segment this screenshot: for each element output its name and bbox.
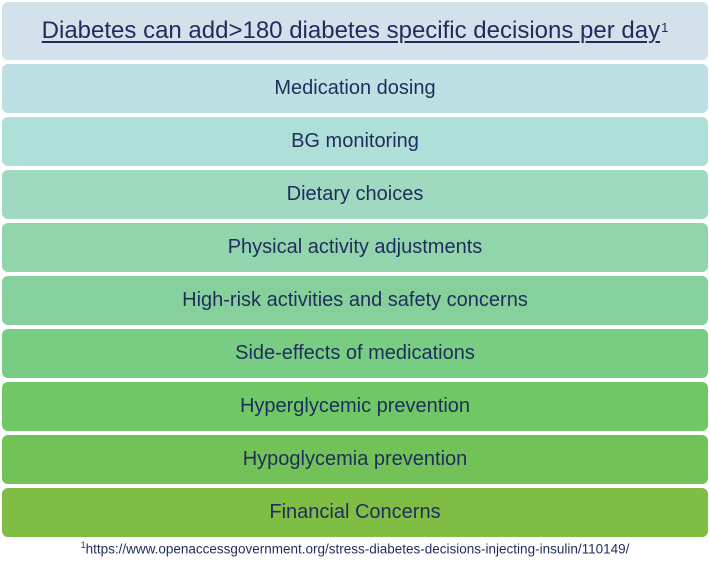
title-footnote-marker: 1 (661, 19, 669, 35)
decision-item-hyperglycemic-prevention: Hyperglycemic prevention (2, 382, 708, 431)
decision-item-physical-activity: Physical activity adjustments (2, 223, 708, 272)
decision-item-hypoglycemia-prevention: Hypoglycemia prevention (2, 435, 708, 484)
footnote-link[interactable]: https://www.openaccessgovernment.org/str… (85, 541, 630, 557)
diagram-title: Diabetes can add>180 diabetes specific d… (41, 17, 661, 44)
footnote: 1https://www.openaccessgovernment.org/st… (0, 540, 710, 562)
decision-item-label: Medication dosing (274, 77, 436, 99)
decision-item-side-effects: Side-effects of medications (2, 329, 708, 378)
decision-item-high-risk-activities: High-risk activities and safety concerns (2, 276, 708, 325)
decision-item-bg-monitoring: BG monitoring (2, 117, 708, 166)
decision-item-label: Dietary choices (286, 183, 424, 205)
decision-item-label: BG monitoring (291, 130, 419, 152)
decision-item-dietary-choices: Dietary choices (2, 170, 708, 219)
decision-item-financial-concerns: Financial Concerns (2, 488, 708, 537)
footnote-marker: 1 (80, 540, 86, 550)
header-banner: Diabetes can add>180 diabetes specific d… (2, 2, 708, 60)
decision-item-label: High-risk activities and safety concerns (182, 289, 528, 311)
decision-item-label: Hyperglycemic prevention (239, 395, 471, 417)
decision-item-label: Hypoglycemia prevention (242, 448, 468, 470)
decision-item-label: Physical activity adjustments (227, 236, 483, 258)
decision-item-medication-dosing: Medication dosing (2, 64, 708, 113)
decision-item-label: Financial Concerns (269, 501, 441, 523)
decision-item-label: Side-effects of medications (235, 342, 475, 364)
